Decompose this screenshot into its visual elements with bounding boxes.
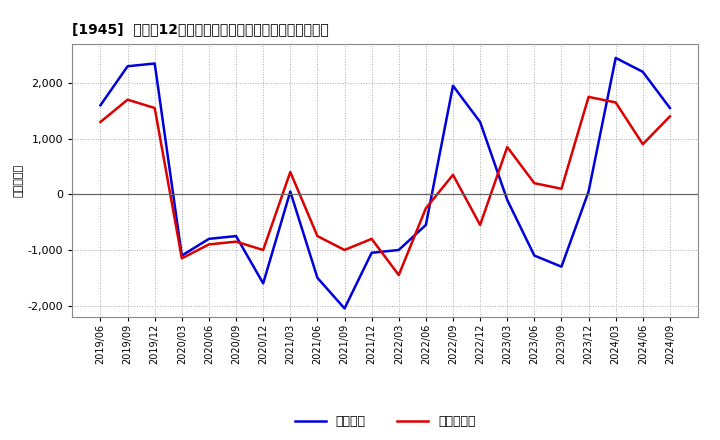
当期純利益 <box>665 114 674 119</box>
当期純利益 <box>395 272 403 278</box>
当期純利益 <box>286 169 294 175</box>
当期純利益 <box>204 242 213 247</box>
当期純利益 <box>341 247 349 253</box>
当期純利益 <box>421 205 430 211</box>
経常利益 <box>313 275 322 280</box>
当期純利益 <box>367 236 376 242</box>
Line: 当期純利益: 当期純利益 <box>101 97 670 275</box>
経常利益 <box>557 264 566 269</box>
当期純利益 <box>476 222 485 227</box>
当期純利益 <box>96 119 105 125</box>
Text: [1945]  利益だ12か月移動合計の対前年同期増減額の推移: [1945] 利益だ12か月移動合計の対前年同期増減額の推移 <box>72 22 329 36</box>
経常利益 <box>178 253 186 258</box>
経常利益 <box>395 247 403 253</box>
当期純利益 <box>611 100 620 105</box>
経常利益 <box>584 189 593 194</box>
Legend: 経常利益, 当期純利益: 経常利益, 当期純利益 <box>289 411 481 433</box>
経常利益 <box>341 306 349 311</box>
経常利益 <box>259 281 268 286</box>
当期純利益 <box>259 247 268 253</box>
当期純利益 <box>178 256 186 261</box>
経常利益 <box>96 103 105 108</box>
当期純利益 <box>584 94 593 99</box>
経常利益 <box>286 189 294 194</box>
経常利益 <box>150 61 159 66</box>
当期純利益 <box>123 97 132 103</box>
経常利益 <box>530 253 539 258</box>
当期純利益 <box>503 144 511 150</box>
当期純利益 <box>449 172 457 177</box>
経常利益 <box>611 55 620 61</box>
当期純利益 <box>557 186 566 191</box>
当期純利益 <box>530 180 539 186</box>
経常利益 <box>639 69 647 74</box>
経常利益 <box>204 236 213 242</box>
当期純利益 <box>150 106 159 111</box>
経常利益 <box>449 83 457 88</box>
Line: 経常利益: 経常利益 <box>101 58 670 308</box>
当期純利益 <box>232 239 240 244</box>
Y-axis label: （百万円）: （百万円） <box>13 164 23 197</box>
経常利益 <box>367 250 376 255</box>
経常利益 <box>503 197 511 202</box>
当期純利益 <box>313 234 322 239</box>
経常利益 <box>232 234 240 239</box>
当期純利益 <box>639 142 647 147</box>
経常利益 <box>123 64 132 69</box>
経常利益 <box>421 222 430 227</box>
経常利益 <box>665 106 674 111</box>
経常利益 <box>476 119 485 125</box>
